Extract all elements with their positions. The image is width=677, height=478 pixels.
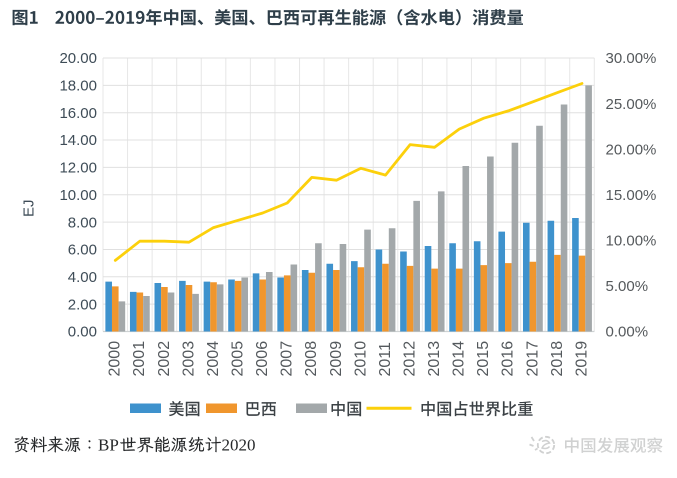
svg-text:5.00%: 5.00% — [606, 278, 649, 295]
svg-text:25.00%: 25.00% — [606, 96, 657, 113]
svg-text:2016: 2016 — [500, 341, 517, 377]
svg-text:2001: 2001 — [131, 341, 148, 377]
svg-text:2018: 2018 — [549, 341, 566, 377]
svg-text:2012: 2012 — [402, 341, 419, 377]
svg-text:0.00: 0.00 — [68, 324, 97, 341]
svg-text:20.00: 20.00 — [59, 50, 97, 67]
svg-text:2005: 2005 — [230, 341, 247, 377]
svg-text:2007: 2007 — [279, 341, 296, 377]
svg-text:15.00%: 15.00% — [606, 187, 657, 204]
svg-text:18.00: 18.00 — [59, 78, 97, 95]
svg-text:14.00: 14.00 — [59, 132, 97, 149]
svg-text:10.00%: 10.00% — [606, 233, 657, 250]
svg-text:2003: 2003 — [180, 341, 197, 377]
svg-text:8.00: 8.00 — [68, 214, 97, 231]
svg-text:2009: 2009 — [328, 341, 345, 377]
svg-text:2014: 2014 — [451, 341, 468, 377]
svg-text:2002: 2002 — [156, 341, 173, 377]
svg-text:EJ: EJ — [21, 199, 38, 217]
svg-text:10.00: 10.00 — [59, 187, 97, 204]
svg-text:2.00: 2.00 — [68, 296, 97, 313]
svg-text:BP: BP — [98, 436, 119, 455]
svg-text:2017: 2017 — [524, 341, 541, 377]
svg-text:2000: 2000 — [107, 341, 124, 377]
svg-text:16.00: 16.00 — [59, 105, 97, 122]
svg-text:0.00%: 0.00% — [606, 324, 649, 341]
svg-text:2004: 2004 — [205, 341, 222, 377]
svg-text:2020: 2020 — [222, 436, 256, 455]
svg-text:6.00: 6.00 — [68, 242, 97, 259]
svg-text:30.00%: 30.00% — [606, 50, 657, 67]
svg-text:2015: 2015 — [475, 341, 492, 377]
svg-text:2019: 2019 — [573, 341, 590, 377]
svg-text:2011: 2011 — [377, 342, 394, 377]
svg-text:12.00: 12.00 — [59, 160, 97, 177]
svg-text:2010: 2010 — [352, 341, 369, 377]
svg-text:4.00: 4.00 — [68, 269, 97, 286]
svg-text:2013: 2013 — [426, 341, 443, 377]
svg-text:2008: 2008 — [303, 341, 320, 377]
svg-text:20.00%: 20.00% — [606, 141, 657, 158]
svg-text:2006: 2006 — [254, 341, 271, 377]
